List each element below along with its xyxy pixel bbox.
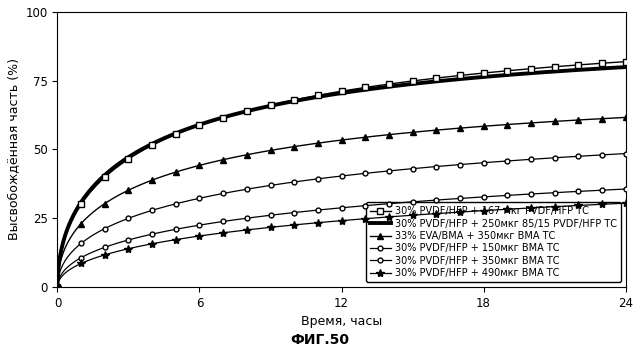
Y-axis label: Высвобождённая часть (%): Высвобождённая часть (%) xyxy=(7,58,20,240)
X-axis label: Время, часы: Время, часы xyxy=(301,315,382,328)
Text: ФИГ.50: ФИГ.50 xyxy=(291,332,349,346)
Legend: 30% PVDF/HFP + 167 мкг PVDF/HFP ТС, 30% PVDF/HFP + 250мкг 85/15 PVDF/HFP ТС, 33%: 30% PVDF/HFP + 167 мкг PVDF/HFP ТС, 30% … xyxy=(365,202,621,282)
